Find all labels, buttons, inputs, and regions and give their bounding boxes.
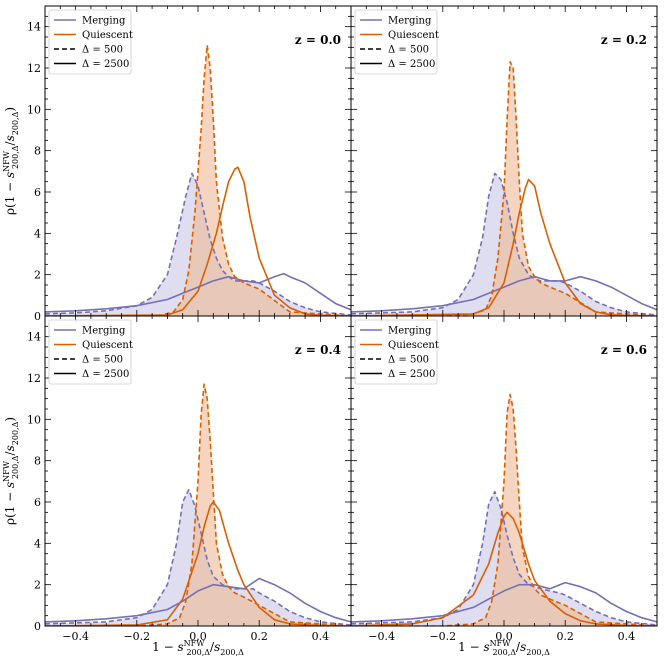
- legend-label: Merging: [82, 16, 126, 27]
- line-quiescent-500: [351, 61, 657, 316]
- fill-quiescent-500: [351, 394, 657, 626]
- line-merging-2500: [351, 581, 657, 623]
- x-tick-label: 0.2: [250, 630, 268, 643]
- legend-label: Quiescent: [388, 30, 439, 41]
- fill-quiescent-500: [351, 61, 657, 316]
- y-tick-label: 0: [34, 620, 41, 633]
- legend-label: Δ = 2500: [82, 59, 129, 70]
- legend-label: Δ = 2500: [388, 59, 435, 70]
- y-axis-label-bottom: ρ(1 − sNFW200,Δ/s200,Δ): [2, 417, 20, 525]
- y-tick-label: 2: [34, 269, 41, 282]
- y-tick-label: 2: [34, 579, 41, 592]
- x-tick-label: −0.2: [429, 630, 456, 643]
- line-quiescent-2500: [351, 178, 657, 316]
- x-tick-label: 0.4: [618, 630, 636, 643]
- legend-label: Quiescent: [82, 340, 133, 351]
- line-quiescent-500: [45, 383, 351, 626]
- legend-label: Δ = 500: [82, 355, 123, 366]
- plot-area: [45, 383, 351, 626]
- y-tick-label: 12: [27, 62, 41, 75]
- x-tick-label: −0.4: [368, 630, 395, 643]
- redshift-label: z = 0.4: [295, 343, 341, 357]
- y-axis-label-top: ρ(1 − sNFW200,Δ/s200,Δ): [2, 107, 20, 215]
- plot-area: [45, 44, 351, 316]
- y-tick-label: 12: [27, 372, 41, 385]
- x-axis-label-right: 1 − sNFW 200,Δ/s200,Δ: [458, 639, 550, 657]
- x-tick-label: −0.4: [62, 630, 89, 643]
- x-tick-label: 0.0: [189, 630, 207, 643]
- legend: Merging Quiescent Δ = 500 Δ = 2500: [354, 9, 439, 75]
- legend-label: Merging: [388, 16, 432, 27]
- line-quiescent-2500: [351, 511, 657, 626]
- y-tick-label: 14: [27, 331, 41, 344]
- y-tick-label: 0: [34, 310, 41, 323]
- legend-box: [354, 319, 438, 385]
- y-tick-label: 14: [27, 21, 41, 34]
- line-merging-500: [351, 172, 657, 316]
- x-axis-label-left: 1 − sNFW 200,Δ/s200,Δ: [152, 639, 244, 657]
- y-tick-label: 6: [34, 186, 41, 199]
- plot-area: [351, 393, 657, 626]
- y-tick-label: 10: [27, 413, 41, 426]
- legend-box: [48, 319, 132, 385]
- y-tick-label: 10: [27, 103, 41, 116]
- x-tick-label: 0.2: [556, 630, 574, 643]
- legend-box: [48, 9, 132, 75]
- y-tick-label: 8: [34, 455, 41, 468]
- panel-2: −0.4 −0.2 0.0 0.2 0.4 0 2 4 6 8 10 12 14 z = 0.4 Mergi…: [27, 315, 352, 643]
- x-tick-label: 0.0: [495, 630, 513, 643]
- panel-0: 0 2 4 6 8 10 12 14 z = 0.0 Merging Quiescent Δ = 50…: [27, 5, 352, 323]
- y-tick-label: 6: [34, 496, 41, 509]
- legend: Merging Quiescent Δ = 500 Δ = 2500: [48, 9, 133, 75]
- legend: Merging Quiescent Δ = 500 Δ = 2500: [354, 319, 439, 385]
- redshift-label: z = 0.0: [295, 33, 341, 47]
- plot-area: [351, 61, 657, 316]
- line-merging-500: [351, 490, 657, 626]
- legend-label: Δ = 500: [388, 355, 429, 366]
- legend-label: Quiescent: [82, 30, 133, 41]
- fill-quiescent-500: [45, 384, 351, 626]
- panel-1: z = 0.2 Merging Quiescent Δ = 500 Δ = 2500: [350, 5, 658, 317]
- legend-label: Quiescent: [388, 340, 439, 351]
- y-tick-label: 8: [34, 145, 41, 158]
- y-tick-label: 4: [34, 227, 41, 240]
- redshift-label: z = 0.6: [601, 343, 647, 357]
- legend-label: Merging: [388, 326, 432, 337]
- legend-label: Merging: [82, 326, 126, 337]
- line-merging-2500: [45, 272, 351, 313]
- line-quiescent-2500: [45, 166, 351, 316]
- legend-label: Δ = 2500: [388, 369, 435, 380]
- panel-3: −0.4 −0.2 0.0 0.2 0.4 z = 0.6 Merging Quiescent…: [350, 315, 658, 643]
- line-quiescent-500: [45, 44, 351, 316]
- legend-label: Δ = 500: [82, 45, 123, 56]
- x-tick-label: 0.4: [312, 630, 330, 643]
- line-merging-500: [45, 488, 351, 626]
- legend-box: [354, 9, 438, 75]
- y-tick-label: 4: [34, 537, 41, 550]
- line-merging-500: [45, 172, 351, 316]
- redshift-label: z = 0.2: [601, 33, 647, 47]
- legend-label: Δ = 2500: [82, 369, 129, 380]
- x-tick-label: −0.2: [123, 630, 150, 643]
- line-quiescent-2500: [45, 501, 351, 626]
- legend: Merging Quiescent Δ = 500 Δ = 2500: [48, 319, 133, 385]
- legend-label: Δ = 500: [388, 45, 429, 56]
- line-quiescent-500: [351, 393, 657, 626]
